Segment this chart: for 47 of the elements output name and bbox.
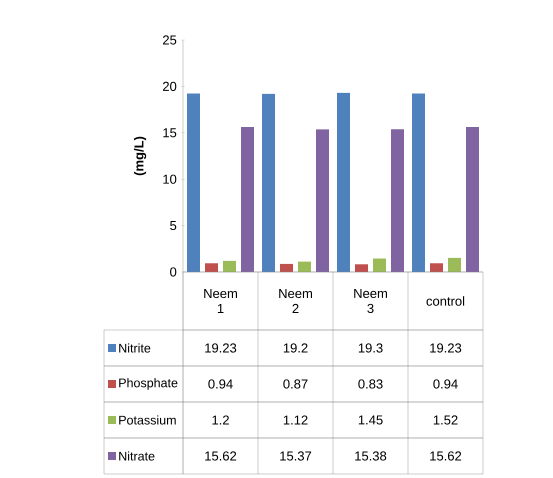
y-axis-title: (mg/L)	[134, 136, 146, 176]
y-tick-label: 25	[163, 35, 176, 45]
y-tick-label: 15	[163, 128, 176, 138]
bar	[337, 92, 350, 272]
bar	[412, 94, 426, 272]
y-tick-label: 5	[170, 221, 176, 230]
data-label: 0.94	[433, 379, 458, 389]
y-tick-label: 0	[170, 267, 176, 277]
legend-label: Phosphate	[119, 378, 178, 390]
data-label: 0.87	[283, 379, 308, 389]
data-label: 19.2	[284, 343, 308, 353]
bar	[466, 127, 479, 272]
data-label: 19.23	[205, 343, 236, 353]
bar	[280, 264, 294, 272]
bar	[298, 262, 312, 272]
bar	[205, 263, 218, 272]
data-label: 0.94	[208, 379, 233, 389]
x-tick-label: control	[426, 296, 464, 306]
data-label: 1.45	[358, 415, 383, 425]
bar	[262, 94, 276, 272]
bar	[355, 264, 368, 272]
y-tick-label: 20	[163, 82, 176, 91]
data-label: 0.83	[358, 379, 383, 389]
bar	[223, 260, 236, 272]
data-label: 19.3	[358, 343, 383, 353]
data-label: 1.12	[284, 415, 308, 425]
data-label: 15.62	[205, 451, 236, 461]
x-tick-label: Neem 3	[354, 288, 387, 314]
data-label: 15.37	[280, 451, 312, 461]
data-label: 1.52	[434, 415, 458, 425]
x-tick-label: Neem 2	[279, 289, 312, 313]
legend-label: Nitrite	[119, 343, 150, 353]
y-tick-label: 10	[163, 174, 176, 184]
legend-label: Potassium	[119, 415, 176, 425]
data-label: 19.23	[430, 343, 462, 353]
bar	[430, 263, 444, 272]
data-label: 1.2	[212, 415, 229, 425]
bar	[391, 129, 404, 272]
data-label: 15.62	[430, 451, 462, 461]
legend-label: Nitrate	[119, 451, 154, 461]
bar	[448, 258, 461, 272]
x-tick-label: Neem 1	[204, 289, 237, 313]
bar	[241, 127, 254, 272]
bar	[316, 129, 330, 272]
bar	[373, 258, 386, 272]
bar	[187, 94, 200, 272]
data-label: 15.38	[355, 451, 386, 461]
